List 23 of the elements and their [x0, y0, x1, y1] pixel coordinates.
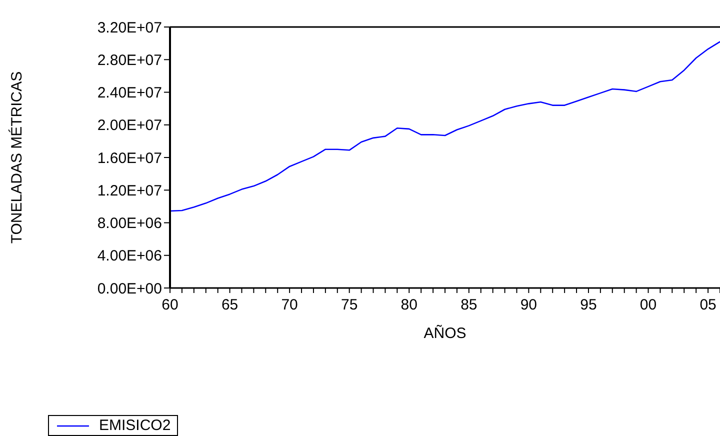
- y-tick-label: 1.20E+07: [97, 182, 162, 200]
- y-tick-label: 1.60E+07: [97, 150, 162, 167]
- y-tick-label: 3.20E+07: [97, 19, 162, 36]
- x-tick-label: 60: [162, 296, 178, 314]
- x-tick-label: 95: [580, 296, 597, 314]
- y-axis-title: TONELADAS MÉTRICAS: [7, 71, 26, 244]
- y-tick-label: 4.00E+06: [97, 248, 162, 265]
- line-series: [170, 41, 720, 212]
- x-axis-title: AÑOS: [424, 324, 466, 342]
- x-tick-label: 05: [700, 296, 716, 314]
- x-tick-label: 75: [341, 296, 358, 314]
- x-tick-label: 85: [460, 296, 478, 314]
- y-tick-label: 0.00E+00: [97, 280, 162, 298]
- x-tick-label: 80: [400, 296, 418, 314]
- y-tick-label: 2.80E+07: [97, 52, 162, 69]
- legend-label: EMISICO2: [99, 417, 171, 434]
- y-tick-label: 2.00E+07: [97, 117, 162, 134]
- x-tick-label: 90: [520, 296, 538, 314]
- x-tick-label: 00: [640, 296, 657, 314]
- x-tick-label: 65: [221, 296, 238, 314]
- y-tick-label: 2.40E+07: [97, 84, 162, 102]
- x-tick-label: 70: [281, 296, 298, 314]
- y-tick-label: 8.00E+06: [97, 215, 162, 232]
